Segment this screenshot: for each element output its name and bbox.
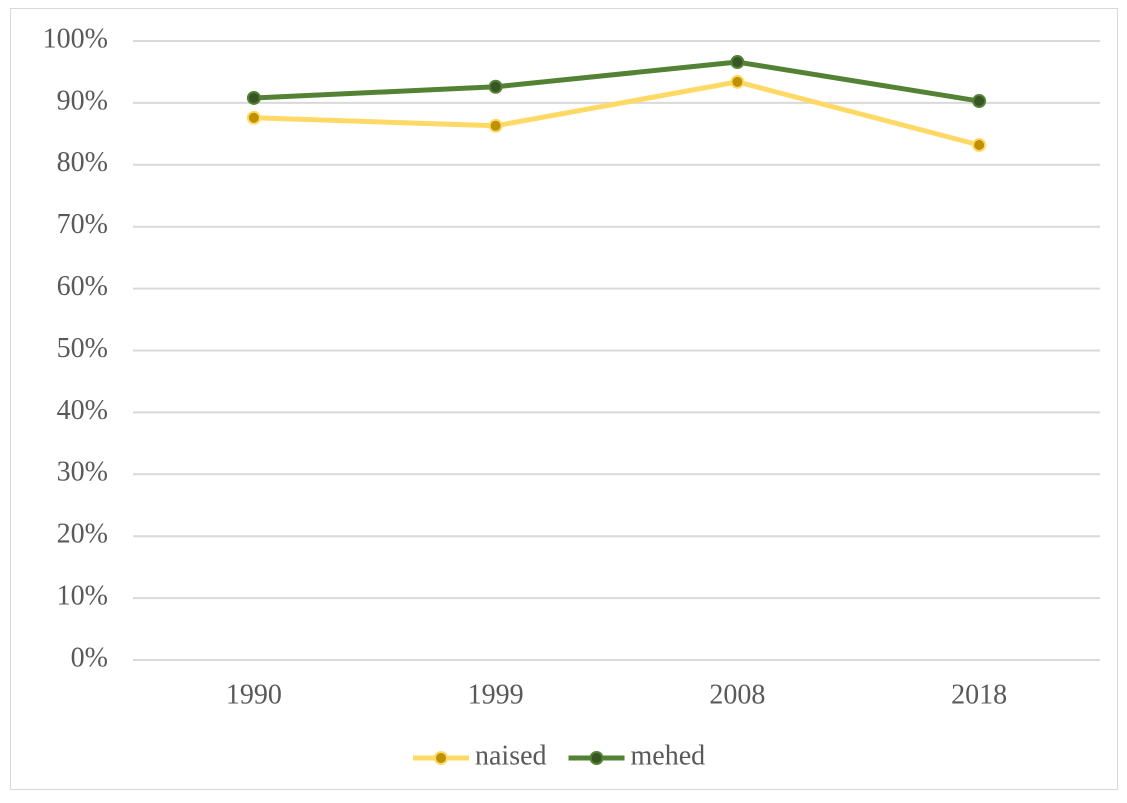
data-point xyxy=(972,94,987,109)
legend-marker xyxy=(434,751,448,765)
y-tick-label: 10% xyxy=(57,581,108,612)
x-tick-label: 2008 xyxy=(709,679,765,710)
y-tick-label: 90% xyxy=(57,85,108,116)
data-point xyxy=(488,79,503,94)
data-point xyxy=(730,55,745,70)
legend-label: mehed xyxy=(631,740,706,771)
x-tick-label: 1999 xyxy=(468,679,524,710)
series-line xyxy=(253,59,980,104)
y-tick-label: 20% xyxy=(57,519,108,550)
x-tick-label: 2018 xyxy=(951,679,1007,710)
y-tick-label: 40% xyxy=(57,395,108,426)
y-tick-label: 80% xyxy=(57,147,108,178)
legend-label: naised xyxy=(475,740,547,771)
y-tick-label: 0% xyxy=(71,642,108,673)
chart-border xyxy=(10,8,1118,790)
y-tick-label: 50% xyxy=(57,333,108,364)
data-point xyxy=(730,74,745,89)
y-tick-label: 60% xyxy=(57,271,108,302)
data-point xyxy=(246,110,261,125)
data-point xyxy=(246,90,261,105)
series-line xyxy=(253,79,980,148)
legend-marker xyxy=(589,751,604,765)
x-tick-label: 1990 xyxy=(226,679,282,710)
data-point xyxy=(972,137,987,152)
y-tick-label: 100% xyxy=(43,23,108,54)
y-tick-label: 70% xyxy=(57,209,108,240)
data-point xyxy=(488,118,503,133)
y-tick-label: 30% xyxy=(57,457,108,488)
